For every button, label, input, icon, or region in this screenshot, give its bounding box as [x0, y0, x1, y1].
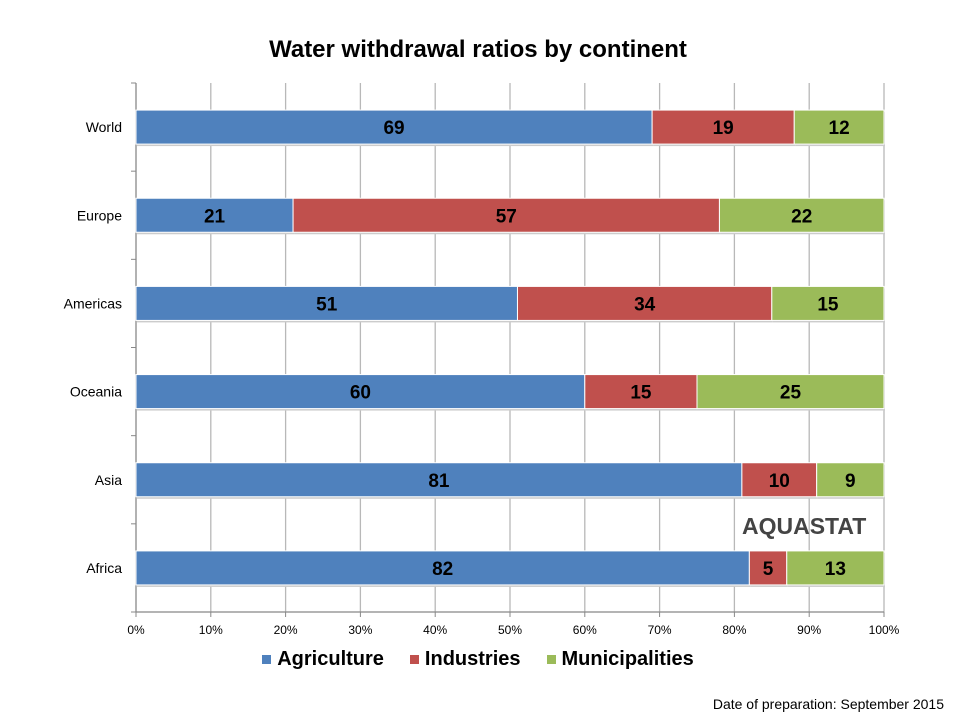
preparation-date: Date of preparation: September 2015 — [712, 696, 944, 712]
bar-industries-oceania — [584, 374, 698, 410]
bar-agriculture-oceania — [135, 374, 586, 410]
x-tick-label: 100% — [869, 623, 900, 637]
data-label: 5 — [763, 559, 774, 580]
x-tick-label: 50% — [498, 623, 522, 637]
legend-label: Industries — [424, 648, 521, 670]
bar-industries-americas — [516, 285, 773, 321]
data-label: 81 — [428, 471, 450, 492]
bar-industries-europe — [292, 197, 720, 233]
chart-title: Water withdrawal ratios by continent — [269, 36, 687, 63]
data-label: 25 — [780, 383, 802, 404]
bar-municipalities-europe — [718, 197, 885, 233]
data-label: 34 — [634, 294, 656, 315]
legend-swatch — [262, 655, 272, 664]
bar-municipalities-asia — [816, 462, 885, 498]
data-label: 15 — [817, 294, 839, 315]
bar-municipalities-africa — [786, 550, 885, 586]
category-label: Asia — [95, 472, 122, 488]
legend-swatch — [409, 655, 419, 664]
data-label: 10 — [769, 471, 790, 492]
bar-agriculture-europe — [135, 197, 294, 233]
data-label: 13 — [825, 559, 846, 580]
legend-swatch — [546, 655, 556, 664]
data-label: 21 — [204, 206, 226, 227]
x-tick-label: 80% — [722, 623, 746, 637]
data-label: 9 — [845, 471, 856, 492]
bar-municipalities-oceania — [696, 374, 885, 410]
data-label: 22 — [791, 206, 812, 227]
category-label: Europe — [77, 207, 122, 223]
data-label: 51 — [316, 294, 338, 315]
bar-agriculture-world — [135, 109, 653, 145]
legend-item: Municipalities — [546, 648, 694, 671]
data-label: 82 — [432, 559, 453, 580]
bar-industries-africa — [748, 550, 788, 586]
bar-agriculture-asia — [135, 462, 743, 498]
bar-industries-asia — [741, 462, 818, 498]
data-label: 12 — [829, 118, 850, 139]
data-label: 69 — [383, 118, 404, 139]
x-tick-label: 90% — [797, 623, 821, 637]
x-tick-label: 10% — [199, 623, 223, 637]
legend: Agriculture Industries Municipalities — [0, 648, 956, 671]
category-label: Africa — [86, 560, 122, 576]
x-tick-label: 40% — [423, 623, 447, 637]
data-label: 57 — [496, 206, 517, 227]
x-tick-label: 30% — [348, 623, 372, 637]
x-tick-label: 0% — [127, 623, 145, 637]
legend-item: Agriculture — [262, 648, 384, 671]
legend-item: Industries — [409, 648, 521, 671]
data-label: 60 — [350, 383, 371, 404]
data-label: 19 — [713, 118, 734, 139]
x-tick-label: 60% — [573, 623, 597, 637]
legend-label: Municipalities — [561, 648, 694, 670]
category-label: World — [86, 119, 122, 135]
category-label: Oceania — [70, 384, 122, 400]
x-tick-label: 20% — [274, 623, 298, 637]
data-label: 15 — [630, 383, 652, 404]
category-label: Americas — [64, 295, 122, 311]
legend-label: Agriculture — [277, 648, 384, 670]
bar-municipalities-americas — [771, 285, 885, 321]
x-tick-label: 70% — [648, 623, 672, 637]
bar-municipalities-world — [793, 109, 885, 145]
aquastat-watermark: AQUASTAT — [742, 513, 867, 539]
